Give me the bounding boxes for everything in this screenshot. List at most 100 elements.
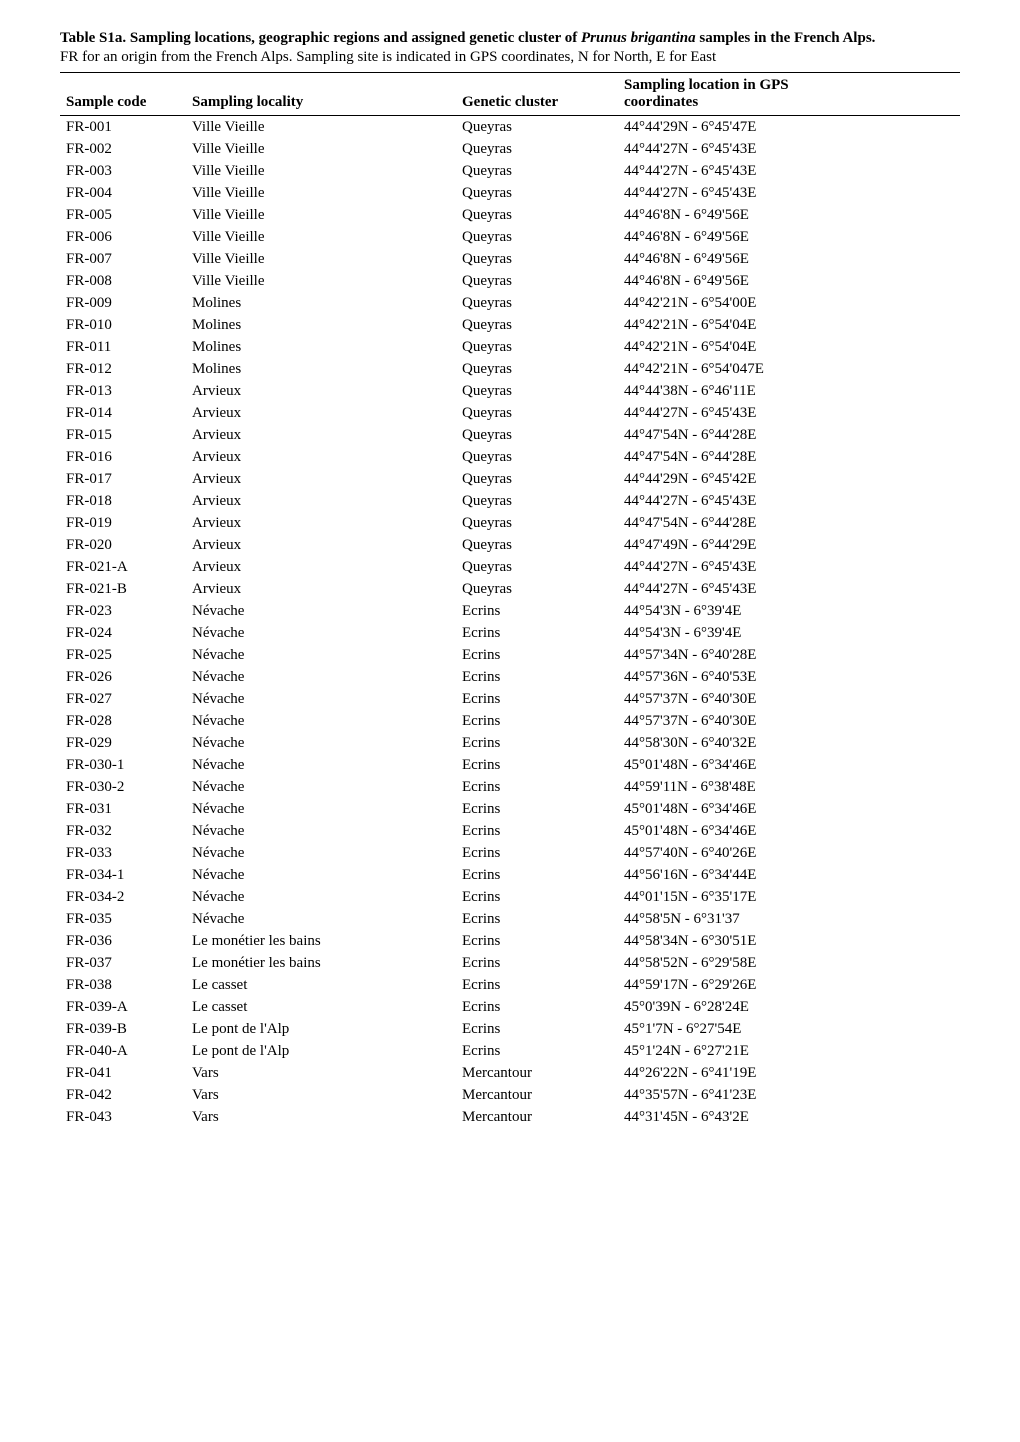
table-row: FR-024NévacheEcrins44°54'3N - 6°39'4E xyxy=(60,622,960,644)
table-title: Table S1a. Sampling locations, geographi… xyxy=(60,30,960,47)
table-row: FR-014ArvieuxQueyras44°44'27N - 6°45'43E xyxy=(60,402,960,424)
table-row: FR-040-ALe pont de l'AlpEcrins45°1'24N -… xyxy=(60,1040,960,1062)
col-header-genetic-cluster: Genetic cluster xyxy=(456,73,618,116)
cell-sample-code: FR-036 xyxy=(60,930,186,952)
cell-gps-coordinates: 44°57'37N - 6°40'30E xyxy=(618,710,960,732)
cell-gps-coordinates: 44°01'15N - 6°35'17E xyxy=(618,886,960,908)
cell-gps-coordinates: 45°1'24N - 6°27'21E xyxy=(618,1040,960,1062)
cell-sampling-locality: Molines xyxy=(186,314,456,336)
cell-gps-coordinates: 44°46'8N - 6°49'56E xyxy=(618,248,960,270)
cell-sample-code: FR-009 xyxy=(60,292,186,314)
cell-sample-code: FR-017 xyxy=(60,468,186,490)
table-row: FR-023NévacheEcrins44°54'3N - 6°39'4E xyxy=(60,600,960,622)
cell-genetic-cluster: Queyras xyxy=(456,270,618,292)
cell-sampling-locality: Arvieux xyxy=(186,446,456,468)
cell-genetic-cluster: Ecrins xyxy=(456,952,618,974)
cell-sample-code: FR-002 xyxy=(60,138,186,160)
cell-sample-code: FR-023 xyxy=(60,600,186,622)
cell-genetic-cluster: Ecrins xyxy=(456,600,618,622)
cell-sampling-locality: Vars xyxy=(186,1062,456,1084)
cell-genetic-cluster: Queyras xyxy=(456,182,618,204)
cell-sampling-locality: Névache xyxy=(186,710,456,732)
cell-gps-coordinates: 44°59'17N - 6°29'26E xyxy=(618,974,960,996)
cell-sample-code: FR-001 xyxy=(60,116,186,139)
table-row: FR-016ArvieuxQueyras44°47'54N - 6°44'28E xyxy=(60,446,960,468)
cell-sampling-locality: Arvieux xyxy=(186,402,456,424)
table-row: FR-035NévacheEcrins44°58'5N - 6°31'37 xyxy=(60,908,960,930)
cell-genetic-cluster: Queyras xyxy=(456,468,618,490)
cell-gps-coordinates: 44°44'29N - 6°45'42E xyxy=(618,468,960,490)
cell-sampling-locality: Névache xyxy=(186,842,456,864)
cell-sample-code: FR-021-B xyxy=(60,578,186,600)
cell-genetic-cluster: Queyras xyxy=(456,248,618,270)
cell-gps-coordinates: 44°42'21N - 6°54'04E xyxy=(618,336,960,358)
cell-genetic-cluster: Ecrins xyxy=(456,1040,618,1062)
cell-genetic-cluster: Ecrins xyxy=(456,666,618,688)
table-header-row: Sample code Sampling locality Genetic cl… xyxy=(60,73,960,116)
cell-genetic-cluster: Queyras xyxy=(456,556,618,578)
cell-gps-coordinates: 44°47'54N - 6°44'28E xyxy=(618,446,960,468)
cell-sampling-locality: Névache xyxy=(186,622,456,644)
table-row: FR-033NévacheEcrins44°57'40N - 6°40'26E xyxy=(60,842,960,864)
cell-gps-coordinates: 44°58'5N - 6°31'37 xyxy=(618,908,960,930)
cell-genetic-cluster: Ecrins xyxy=(456,710,618,732)
cell-gps-coordinates: 44°44'27N - 6°45'43E xyxy=(618,490,960,512)
cell-sample-code: FR-008 xyxy=(60,270,186,292)
cell-gps-coordinates: 44°58'30N - 6°40'32E xyxy=(618,732,960,754)
cell-sampling-locality: Le pont de l'Alp xyxy=(186,1018,456,1040)
table-row: FR-018ArvieuxQueyras44°44'27N - 6°45'43E xyxy=(60,490,960,512)
cell-sampling-locality: Ville Vieille xyxy=(186,160,456,182)
cell-gps-coordinates: 44°58'52N - 6°29'58E xyxy=(618,952,960,974)
table-row: FR-020ArvieuxQueyras44°47'49N - 6°44'29E xyxy=(60,534,960,556)
cell-gps-coordinates: 44°47'49N - 6°44'29E xyxy=(618,534,960,556)
cell-sampling-locality: Névache xyxy=(186,644,456,666)
cell-genetic-cluster: Queyras xyxy=(456,380,618,402)
cell-sample-code: FR-004 xyxy=(60,182,186,204)
cell-sample-code: FR-019 xyxy=(60,512,186,534)
cell-sampling-locality: Le monétier les bains xyxy=(186,930,456,952)
cell-sample-code: FR-032 xyxy=(60,820,186,842)
title-prefix: Table S1a. Sampling locations, geographi… xyxy=(60,30,581,46)
cell-genetic-cluster: Ecrins xyxy=(456,996,618,1018)
cell-sample-code: FR-038 xyxy=(60,974,186,996)
cell-sample-code: FR-039-A xyxy=(60,996,186,1018)
cell-genetic-cluster: Mercantour xyxy=(456,1084,618,1106)
cell-gps-coordinates: 45°1'7N - 6°27'54E xyxy=(618,1018,960,1040)
cell-sampling-locality: Névache xyxy=(186,688,456,710)
cell-sampling-locality: Névache xyxy=(186,864,456,886)
cell-genetic-cluster: Ecrins xyxy=(456,908,618,930)
table-row: FR-005Ville VieilleQueyras44°46'8N - 6°4… xyxy=(60,204,960,226)
cell-genetic-cluster: Queyras xyxy=(456,160,618,182)
cell-sampling-locality: Arvieux xyxy=(186,512,456,534)
cell-gps-coordinates: 44°57'34N - 6°40'28E xyxy=(618,644,960,666)
cell-genetic-cluster: Ecrins xyxy=(456,644,618,666)
table-row: FR-028NévacheEcrins44°57'37N - 6°40'30E xyxy=(60,710,960,732)
cell-genetic-cluster: Queyras xyxy=(456,446,618,468)
cell-gps-coordinates: 44°47'54N - 6°44'28E xyxy=(618,424,960,446)
cell-sampling-locality: Névache xyxy=(186,798,456,820)
cell-gps-coordinates: 44°35'57N - 6°41'23E xyxy=(618,1084,960,1106)
cell-genetic-cluster: Ecrins xyxy=(456,798,618,820)
cell-sampling-locality: Le casset xyxy=(186,996,456,1018)
col-header-gps: Sampling location in GPS coordinates xyxy=(618,73,960,116)
table-row: FR-001Ville VieilleQueyras44°44'29N - 6°… xyxy=(60,116,960,139)
cell-gps-coordinates: 44°57'36N - 6°40'53E xyxy=(618,666,960,688)
cell-sampling-locality: Ville Vieille xyxy=(186,182,456,204)
cell-sample-code: FR-030-2 xyxy=(60,776,186,798)
cell-sample-code: FR-010 xyxy=(60,314,186,336)
cell-gps-coordinates: 44°59'11N - 6°38'48E xyxy=(618,776,960,798)
cell-genetic-cluster: Ecrins xyxy=(456,974,618,996)
cell-sampling-locality: Névache xyxy=(186,908,456,930)
cell-sampling-locality: Névache xyxy=(186,754,456,776)
table-row: FR-013ArvieuxQueyras44°44'38N - 6°46'11E xyxy=(60,380,960,402)
table-row: FR-037Le monétier les bainsEcrins44°58'5… xyxy=(60,952,960,974)
table-row: FR-025NévacheEcrins44°57'34N - 6°40'28E xyxy=(60,644,960,666)
cell-genetic-cluster: Queyras xyxy=(456,292,618,314)
cell-sampling-locality: Molines xyxy=(186,292,456,314)
table-row: FR-030-1NévacheEcrins45°01'48N - 6°34'46… xyxy=(60,754,960,776)
cell-genetic-cluster: Queyras xyxy=(456,512,618,534)
table-row: FR-017ArvieuxQueyras44°44'29N - 6°45'42E xyxy=(60,468,960,490)
cell-sample-code: FR-014 xyxy=(60,402,186,424)
cell-genetic-cluster: Queyras xyxy=(456,226,618,248)
cell-gps-coordinates: 44°44'27N - 6°45'43E xyxy=(618,556,960,578)
